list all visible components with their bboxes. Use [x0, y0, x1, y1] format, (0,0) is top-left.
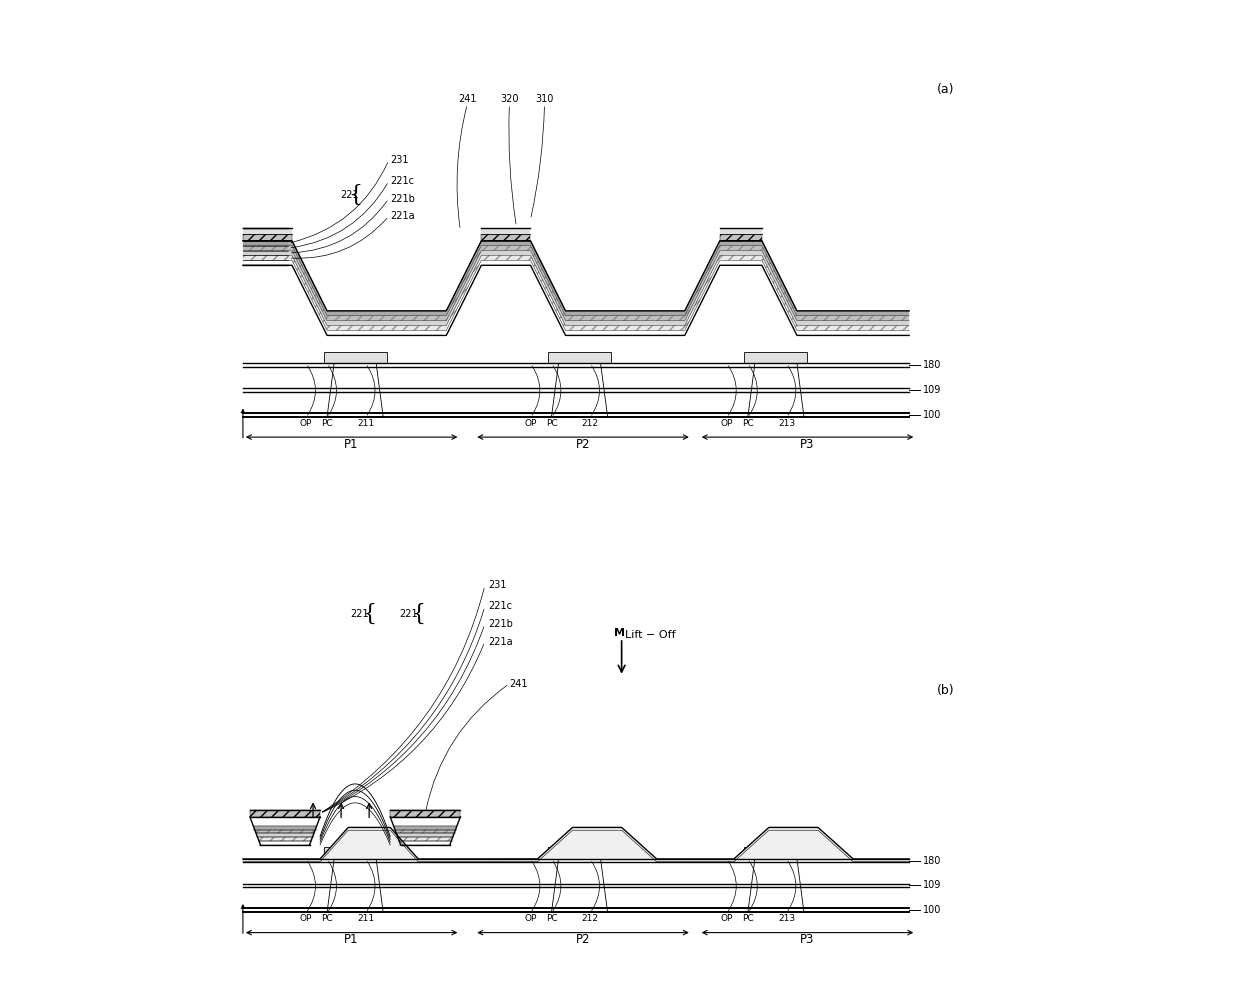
Text: P3: P3	[800, 438, 815, 451]
Text: 320: 320	[500, 94, 518, 104]
Text: OP: OP	[300, 914, 312, 923]
Text: 109: 109	[924, 385, 941, 394]
Text: PC: PC	[742, 418, 754, 427]
Polygon shape	[257, 833, 314, 837]
Text: Lift − Off: Lift − Off	[625, 629, 676, 639]
Polygon shape	[744, 847, 807, 859]
Text: 213: 213	[777, 418, 795, 427]
Polygon shape	[748, 859, 804, 913]
Text: 221c: 221c	[391, 176, 414, 186]
Text: P1: P1	[345, 934, 358, 946]
Polygon shape	[548, 847, 611, 859]
Text: PC: PC	[742, 914, 754, 923]
Text: OP: OP	[720, 914, 733, 923]
Polygon shape	[393, 826, 458, 829]
Text: P2: P2	[575, 438, 590, 451]
Text: P2: P2	[575, 934, 590, 946]
Text: OP: OP	[720, 418, 733, 427]
Text: (b): (b)	[937, 684, 955, 697]
Text: 212: 212	[582, 914, 599, 923]
Polygon shape	[258, 837, 312, 841]
Text: PC: PC	[321, 418, 332, 427]
Polygon shape	[327, 364, 383, 417]
Polygon shape	[552, 364, 608, 417]
Polygon shape	[327, 859, 383, 913]
Text: 211: 211	[357, 914, 374, 923]
Polygon shape	[253, 826, 316, 829]
Polygon shape	[259, 841, 311, 845]
Polygon shape	[744, 352, 807, 364]
Text: 100: 100	[924, 905, 941, 915]
Text: OP: OP	[525, 914, 537, 923]
Text: 211: 211	[357, 418, 374, 427]
Text: PC: PC	[321, 914, 332, 923]
Text: 213: 213	[777, 914, 795, 923]
Text: {: {	[362, 603, 376, 624]
Text: 180: 180	[924, 360, 941, 371]
Polygon shape	[397, 833, 454, 837]
Text: PC: PC	[546, 914, 557, 923]
Text: {: {	[348, 184, 362, 206]
Text: 221c: 221c	[489, 602, 512, 611]
Polygon shape	[398, 837, 453, 841]
Polygon shape	[552, 859, 608, 913]
Polygon shape	[324, 352, 387, 364]
Text: 109: 109	[924, 880, 941, 890]
Text: OP: OP	[525, 418, 537, 427]
Text: (a): (a)	[937, 83, 955, 96]
Text: 231: 231	[391, 155, 409, 165]
Text: 310: 310	[536, 94, 554, 104]
Text: 221: 221	[399, 608, 418, 618]
Polygon shape	[324, 847, 387, 859]
Text: 221: 221	[351, 608, 370, 618]
Polygon shape	[254, 829, 315, 833]
Text: 221a: 221a	[391, 211, 415, 221]
Text: 212: 212	[582, 418, 599, 427]
Text: 221b: 221b	[391, 193, 415, 204]
Text: PC: PC	[546, 418, 557, 427]
Polygon shape	[748, 364, 804, 417]
Text: {: {	[412, 603, 425, 624]
Text: OP: OP	[300, 418, 312, 427]
Polygon shape	[399, 841, 451, 845]
Text: M: M	[614, 628, 625, 638]
Polygon shape	[548, 352, 611, 364]
Text: P3: P3	[800, 934, 815, 946]
Text: 221a: 221a	[489, 636, 513, 646]
Text: 180: 180	[924, 855, 941, 866]
Text: 231: 231	[489, 581, 507, 591]
Text: 241: 241	[510, 679, 528, 689]
Text: 221: 221	[340, 190, 358, 200]
Polygon shape	[394, 829, 455, 833]
Text: 221b: 221b	[489, 619, 513, 629]
Text: 241: 241	[458, 94, 476, 104]
Text: 100: 100	[924, 409, 941, 419]
Text: P1: P1	[345, 438, 358, 451]
